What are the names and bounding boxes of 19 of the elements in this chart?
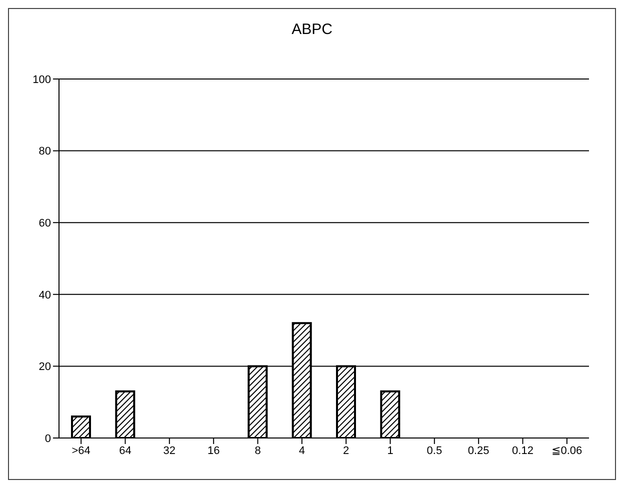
x-tick-label: 16 [207, 444, 220, 457]
y-tick-label: 20 [38, 361, 51, 374]
x-tick-label: 2 [343, 444, 350, 457]
x-tick-label: 8 [254, 444, 261, 457]
x-tick-label: 0.25 [468, 444, 490, 457]
x-tick-label: 1 [387, 444, 394, 457]
x-tick-label: >64 [72, 444, 90, 457]
y-tick-label: 100 [32, 74, 51, 86]
y-tick-label: 40 [38, 289, 51, 302]
x-tick-label: 0.5 [426, 444, 442, 457]
x-tick-label: 0.12 [512, 444, 534, 457]
x-tick-label: 64 [119, 444, 132, 457]
y-tick-label: 0 [44, 432, 51, 445]
x-tick-label: ≦0.06 [552, 444, 582, 457]
x-tick-label: 4 [298, 444, 305, 457]
y-tick-label: 60 [38, 218, 51, 230]
x-tick-label: 32 [163, 444, 176, 457]
chart-title: ABPC [290, 21, 334, 40]
y-tick-label: 80 [38, 146, 51, 158]
